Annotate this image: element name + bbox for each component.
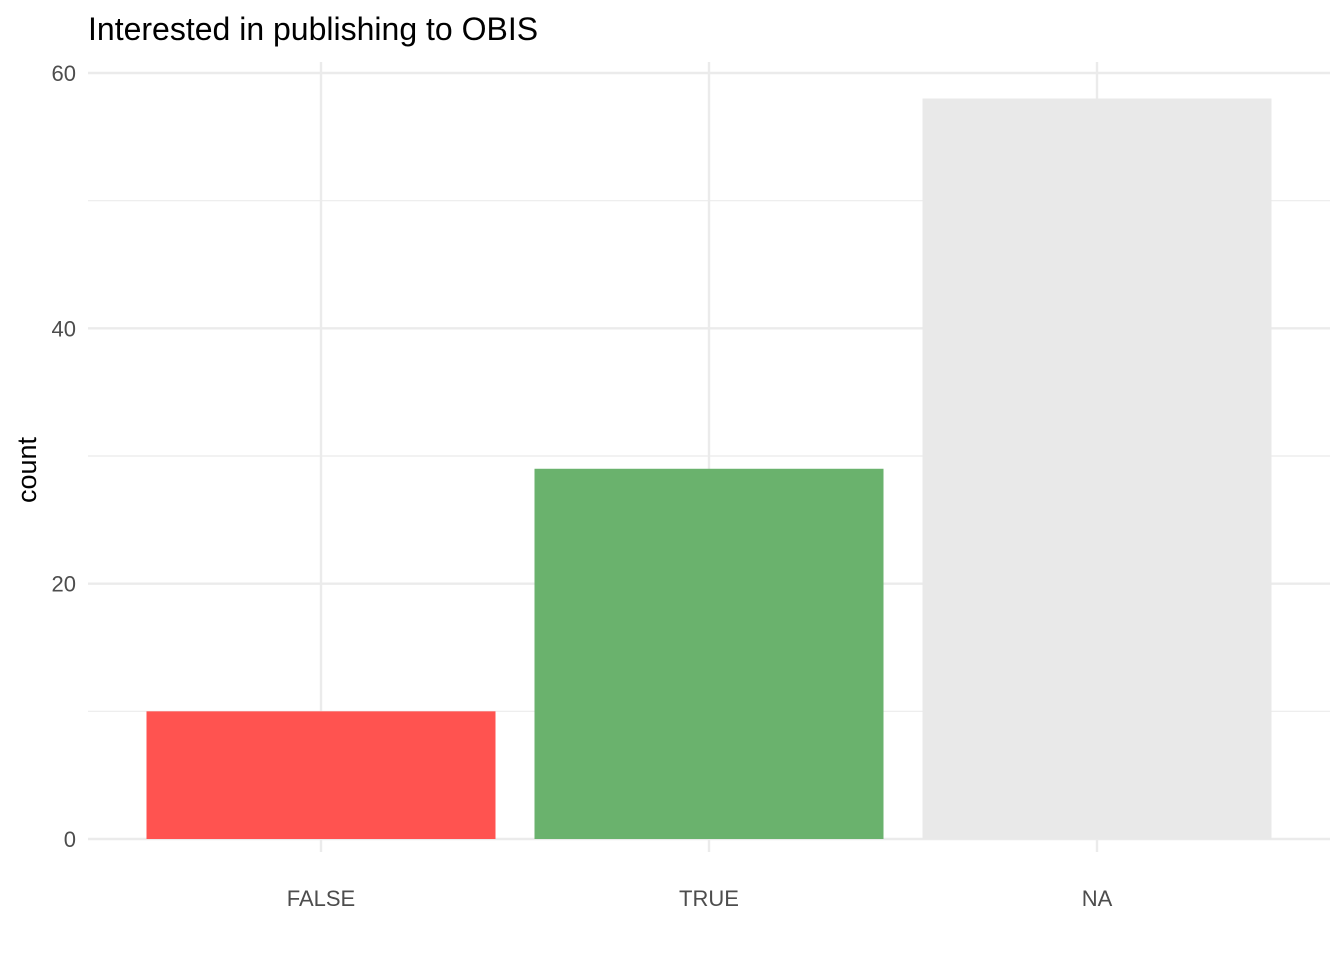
bar-true (534, 468, 884, 839)
y-tick-label: 60 (52, 61, 76, 86)
y-tick-label: 0 (64, 827, 76, 852)
y-tick-label: 40 (52, 316, 76, 341)
bar-false (146, 711, 496, 839)
y-tick-label: 20 (52, 572, 76, 597)
ticks-layer: 0 20 40 60 FALSE TRUE NA (52, 61, 1113, 911)
x-tick-label: NA (1082, 886, 1113, 911)
x-tick-label: FALSE (287, 886, 355, 911)
bar-na (922, 98, 1272, 840)
x-tick-label: TRUE (679, 886, 739, 911)
y-axis-label: count (12, 436, 42, 503)
bars-layer (146, 98, 1272, 840)
chart-title: Interested in publishing to OBIS (88, 11, 538, 47)
